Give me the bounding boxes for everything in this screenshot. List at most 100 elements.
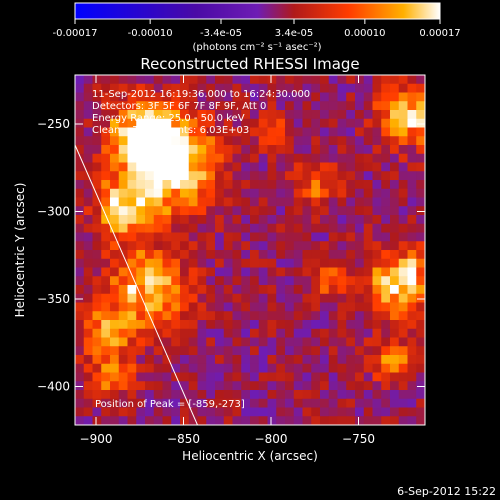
heatmap-cell: [355, 75, 365, 85]
heatmap-cell: [215, 328, 225, 338]
colorbar-tick-label: -3.4e-05: [200, 28, 242, 39]
heatmap-cell: [127, 83, 137, 93]
heatmap-cell: [276, 328, 286, 338]
heatmap-cell: [320, 355, 330, 365]
heatmap-cell: [355, 136, 365, 146]
heatmap-cell: [136, 75, 146, 85]
heatmap-cell: [372, 136, 382, 146]
heatmap-cell: [311, 346, 321, 356]
heatmap-cell: [197, 381, 207, 391]
heatmap-cell: [267, 145, 277, 155]
heatmap-cell: [346, 197, 356, 207]
heatmap-cell: [276, 162, 286, 172]
heatmap-cell: [197, 363, 207, 373]
heatmap-cell: [293, 285, 303, 295]
heatmap-cell: [241, 241, 251, 251]
heatmap-cell: [328, 416, 338, 426]
heatmap-cell: [363, 241, 373, 251]
heatmap-cell: [416, 136, 426, 146]
heatmap-cell: [162, 398, 172, 408]
heatmap-cell: [346, 258, 356, 268]
heatmap-cell: [101, 241, 111, 251]
heatmap-cell: [320, 118, 330, 128]
heatmap-cell: [127, 188, 137, 198]
heatmap-cell: [293, 311, 303, 321]
heatmap-cell: [276, 293, 286, 303]
heatmap-cell: [197, 75, 207, 85]
heatmap-cell: [390, 162, 400, 172]
heatmap-cell: [363, 372, 373, 382]
heatmap-cell: [337, 241, 347, 251]
heatmap-cell: [171, 101, 181, 111]
heatmap-cell: [346, 136, 356, 146]
heatmap-cell: [363, 101, 373, 111]
heatmap-cell: [250, 101, 260, 111]
heatmap-cell: [127, 372, 137, 382]
heatmap-cell: [101, 250, 111, 260]
heatmap-cell: [372, 145, 382, 155]
heatmap-cell: [118, 302, 128, 312]
heatmap-cell: [180, 416, 190, 426]
heatmap-cell: [328, 293, 338, 303]
heatmap-cell: [153, 285, 163, 295]
heatmap-cell: [206, 153, 216, 163]
heatmap-cell: [197, 232, 207, 242]
heatmap-cell: [232, 337, 242, 347]
heatmap-cell: [276, 285, 286, 295]
heatmap-cell: [188, 372, 198, 382]
heatmap-cell: [92, 407, 102, 417]
heatmap-cell: [346, 250, 356, 260]
heatmap-cell: [390, 285, 400, 295]
heatmap-cell: [145, 241, 155, 251]
heatmap-cell: [136, 390, 146, 400]
heatmap-cell: [232, 92, 242, 102]
heatmap-cell: [241, 171, 251, 181]
heatmap-cell: [363, 110, 373, 120]
heatmap-cell: [215, 258, 225, 268]
heatmap-cell: [407, 101, 417, 111]
heatmap-cell: [232, 171, 242, 181]
heatmap-cell: [188, 267, 198, 277]
heatmap-cell: [390, 416, 400, 426]
heatmap-cell: [206, 83, 216, 93]
heatmap-cell: [197, 267, 207, 277]
heatmap-cell: [83, 293, 93, 303]
heatmap-cell: [372, 110, 382, 120]
heatmap-cell: [232, 101, 242, 111]
heatmap-cell: [101, 232, 111, 242]
heatmap-cell: [372, 171, 382, 181]
heatmap-cell: [302, 153, 312, 163]
heatmap-cell: [390, 180, 400, 190]
heatmap-cell: [171, 206, 181, 216]
heatmap-cell: [293, 110, 303, 120]
heatmap-cell: [75, 302, 85, 312]
heatmap-cell: [223, 328, 233, 338]
heatmap-cell: [407, 118, 417, 128]
heatmap-cell: [276, 363, 286, 373]
heatmap-cell: [302, 363, 312, 373]
heatmap-cell: [258, 381, 268, 391]
heatmap-cell: [363, 118, 373, 128]
heatmap-cell: [110, 136, 120, 146]
heatmap-cell: [285, 232, 295, 242]
heatmap-cell: [223, 153, 233, 163]
heatmap-cell: [346, 223, 356, 233]
heatmap-cell: [118, 197, 128, 207]
heatmap-cell: [83, 127, 93, 137]
heatmap-cell: [302, 320, 312, 330]
heatmap-cell: [101, 171, 111, 181]
heatmap-cell: [398, 276, 408, 286]
heatmap-cell: [250, 215, 260, 225]
heatmap-cell: [101, 302, 111, 312]
heatmap-cell: [267, 328, 277, 338]
heatmap-cell: [232, 241, 242, 251]
heatmap-cell: [258, 372, 268, 382]
heatmap-cell: [145, 250, 155, 260]
heatmap-cell: [381, 223, 391, 233]
heatmap-cell: [75, 215, 85, 225]
heatmap-cell: [127, 398, 137, 408]
heatmap-cell: [110, 381, 120, 391]
heatmap-cell: [118, 416, 128, 426]
heatmap-cell: [293, 232, 303, 242]
